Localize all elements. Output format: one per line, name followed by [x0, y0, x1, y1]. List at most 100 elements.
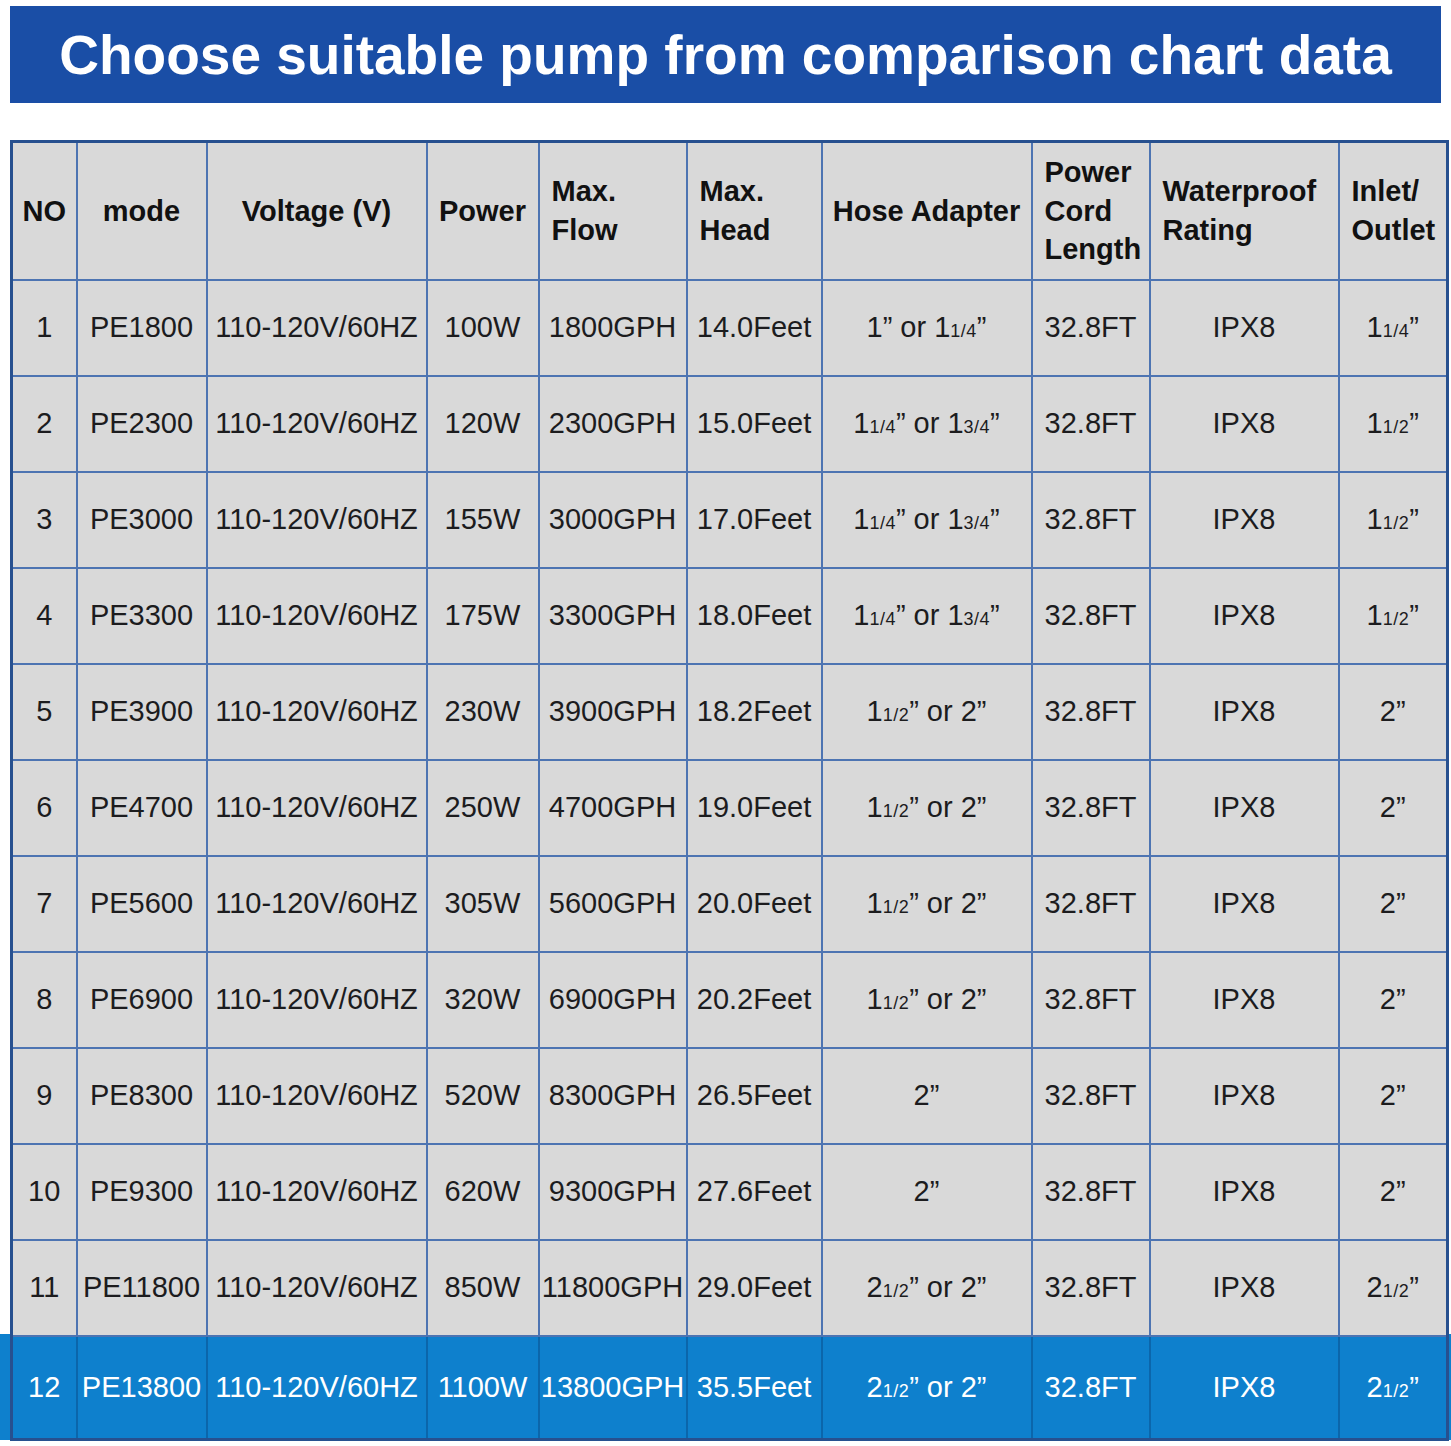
table-cell: IPX8 — [1150, 376, 1339, 472]
table-cell: IPX8 — [1150, 952, 1339, 1048]
fraction-text: 1/2 — [1383, 417, 1409, 437]
col-header-max-head: Max. Head — [687, 142, 822, 280]
table-cell: 11/2” — [1339, 568, 1448, 664]
table-row: 10PE9300110-120V/60HZ620W9300GPH27.6Feet… — [12, 1144, 1448, 1240]
table-cell: IPX8 — [1150, 760, 1339, 856]
table-cell: 110-120V/60HZ — [207, 856, 427, 952]
table-cell: IPX8 — [1150, 568, 1339, 664]
table-cell: PE1800 — [77, 280, 207, 376]
table-cell: 3 — [12, 472, 77, 568]
table-cell: 11/4” or 13/4” — [822, 568, 1032, 664]
table-cell: IPX8 — [1150, 1336, 1339, 1440]
table-cell: 11/2” — [1339, 376, 1448, 472]
table-cell: PE3900 — [77, 664, 207, 760]
col-header-voltage: Voltage (V) — [207, 142, 427, 280]
fraction-text: 3/4 — [964, 609, 990, 629]
table-cell: 11800GPH — [539, 1240, 687, 1336]
table-cell: 4700GPH — [539, 760, 687, 856]
fraction-text: 3/4 — [964, 417, 990, 437]
table-cell: 32.8FT — [1032, 472, 1150, 568]
fraction-text: 1/4 — [869, 417, 895, 437]
table-cell: 110-120V/60HZ — [207, 760, 427, 856]
table-row: 5PE3900110-120V/60HZ230W3900GPH18.2Feet1… — [12, 664, 1448, 760]
table-cell: 21/2” or 2” — [822, 1336, 1032, 1440]
col-header-inlet-outlet: Inlet/ Outlet — [1339, 142, 1448, 280]
col-header-power: Power — [427, 142, 539, 280]
table-row: 12PE13800110-120V/60HZ1100W13800GPH35.5F… — [12, 1336, 1448, 1440]
fraction-text: 1/4 — [1383, 321, 1409, 341]
table-cell: 3000GPH — [539, 472, 687, 568]
table-cell: 2300GPH — [539, 376, 687, 472]
table-cell: 32.8FT — [1032, 1048, 1150, 1144]
table-cell: 9 — [12, 1048, 77, 1144]
table-cell: 13800GPH — [539, 1336, 687, 1440]
table-row: 6PE4700110-120V/60HZ250W4700GPH19.0Feet1… — [12, 760, 1448, 856]
table-cell: 2” — [1339, 664, 1448, 760]
table-cell: 250W — [427, 760, 539, 856]
fraction-text: 1/2 — [883, 705, 909, 725]
table-cell: IPX8 — [1150, 1240, 1339, 1336]
table-cell: IPX8 — [1150, 856, 1339, 952]
table-cell: 4 — [12, 568, 77, 664]
table-cell: PE9300 — [77, 1144, 207, 1240]
table-cell: 110-120V/60HZ — [207, 376, 427, 472]
table-cell: 155W — [427, 472, 539, 568]
table-cell: 11/2” or 2” — [822, 664, 1032, 760]
table-cell: 9300GPH — [539, 1144, 687, 1240]
fraction-text: 1/4 — [869, 513, 895, 533]
page: Choose suitable pump from comparison cha… — [0, 0, 1451, 1446]
fraction-text: 1/2 — [883, 993, 909, 1013]
table-cell: 1800GPH — [539, 280, 687, 376]
table-cell: 2” — [822, 1144, 1032, 1240]
table-cell: IPX8 — [1150, 1144, 1339, 1240]
table-cell: 2” — [1339, 1144, 1448, 1240]
table-cell: 11/2” or 2” — [822, 856, 1032, 952]
table-row: 9PE8300110-120V/60HZ520W8300GPH26.5Feet2… — [12, 1048, 1448, 1144]
table-cell: 850W — [427, 1240, 539, 1336]
fraction-text: 1/2 — [883, 1281, 909, 1301]
table-cell: 1100W — [427, 1336, 539, 1440]
table-cell: 14.0Feet — [687, 280, 822, 376]
table-cell: 2” — [1339, 1048, 1448, 1144]
table-cell: PE13800 — [77, 1336, 207, 1440]
table-cell: PE4700 — [77, 760, 207, 856]
table-cell: 20.2Feet — [687, 952, 822, 1048]
table-row: 7PE5600110-120V/60HZ305W5600GPH20.0Feet1… — [12, 856, 1448, 952]
table-cell: PE6900 — [77, 952, 207, 1048]
table-body: 1PE1800110-120V/60HZ100W1800GPH14.0Feet1… — [12, 280, 1448, 1440]
table-cell: 32.8FT — [1032, 952, 1150, 1048]
table-cell: 2” — [1339, 952, 1448, 1048]
col-header-waterproof: Waterproof Rating — [1150, 142, 1339, 280]
comparison-table: NO mode Voltage (V) Power Max. Flow Max.… — [10, 140, 1449, 1441]
fraction-text: 1/4 — [869, 609, 895, 629]
table-cell: 110-120V/60HZ — [207, 280, 427, 376]
table-cell: PE8300 — [77, 1048, 207, 1144]
table-cell: 110-120V/60HZ — [207, 1240, 427, 1336]
table-cell: 32.8FT — [1032, 1240, 1150, 1336]
table-cell: 20.0Feet — [687, 856, 822, 952]
table-cell: 11/4” — [1339, 280, 1448, 376]
table-cell: 11/4” or 13/4” — [822, 472, 1032, 568]
table-cell: 32.8FT — [1032, 1144, 1150, 1240]
table-cell: 11/2” — [1339, 472, 1448, 568]
table-cell: 2” — [1339, 760, 1448, 856]
table-cell: IPX8 — [1150, 1048, 1339, 1144]
table-cell: 11/2” or 2” — [822, 952, 1032, 1048]
table-cell: 19.0Feet — [687, 760, 822, 856]
table-header-row: NO mode Voltage (V) Power Max. Flow Max.… — [12, 142, 1448, 280]
table-cell: 3900GPH — [539, 664, 687, 760]
table-cell: 120W — [427, 376, 539, 472]
table-cell: 8 — [12, 952, 77, 1048]
table-cell: 175W — [427, 568, 539, 664]
fraction-text: 1/2 — [1383, 1381, 1409, 1401]
table-cell: 7 — [12, 856, 77, 952]
col-header-cord-length: Power Cord Length — [1032, 142, 1150, 280]
fraction-text: 1/2 — [1383, 513, 1409, 533]
table-cell: 11/2” or 2” — [822, 760, 1032, 856]
table-cell: 32.8FT — [1032, 760, 1150, 856]
table-cell: 21/2” — [1339, 1336, 1448, 1440]
table-cell: 17.0Feet — [687, 472, 822, 568]
table-cell: PE3000 — [77, 472, 207, 568]
table-cell: 18.2Feet — [687, 664, 822, 760]
table-cell: 32.8FT — [1032, 280, 1150, 376]
